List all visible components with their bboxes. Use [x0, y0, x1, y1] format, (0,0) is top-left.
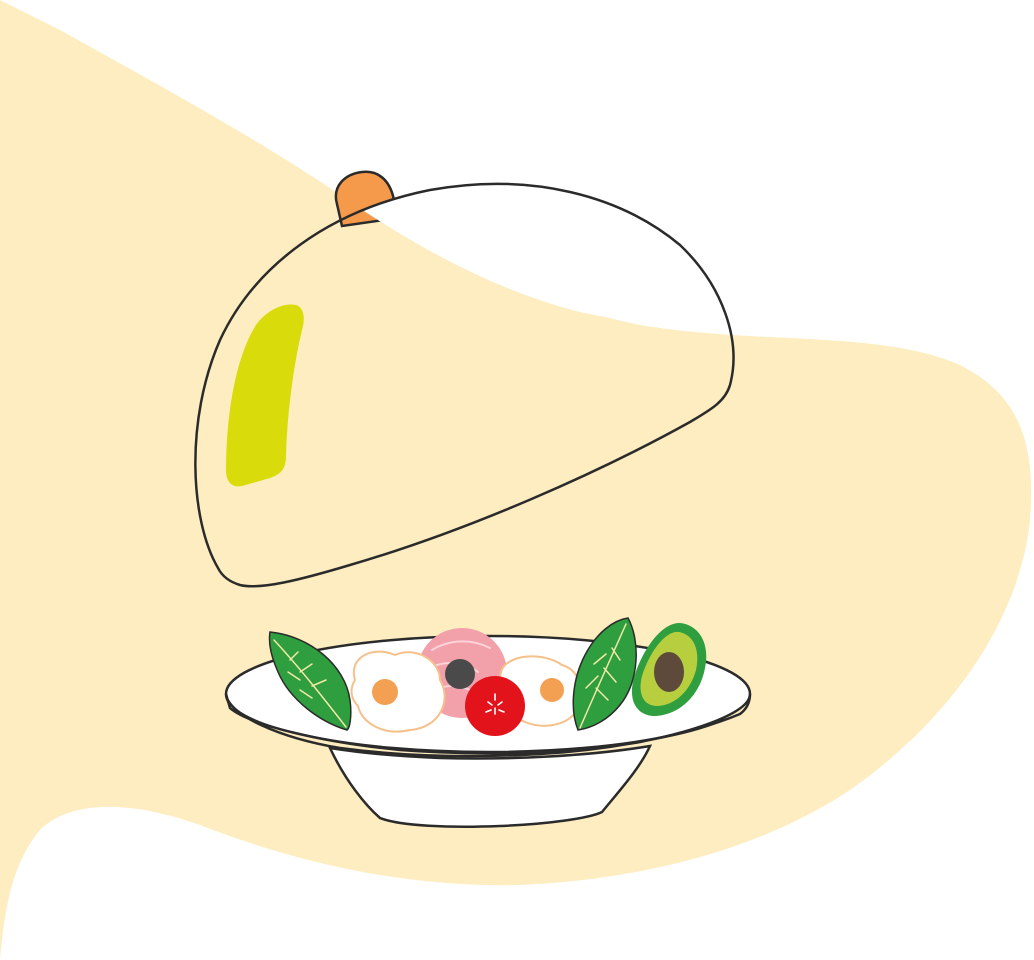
cloche-dome	[194, 182, 735, 588]
bowl-front	[224, 693, 752, 828]
spinach-leaf-icon	[268, 631, 352, 731]
dome-highlight	[226, 304, 304, 487]
spinach-leaf-icon	[572, 617, 637, 731]
avocado-half-icon	[631, 622, 707, 716]
fried-egg-icon	[350, 650, 446, 733]
olive-icon	[445, 659, 475, 689]
food-items	[268, 617, 707, 736]
tomato-icon	[465, 676, 525, 736]
